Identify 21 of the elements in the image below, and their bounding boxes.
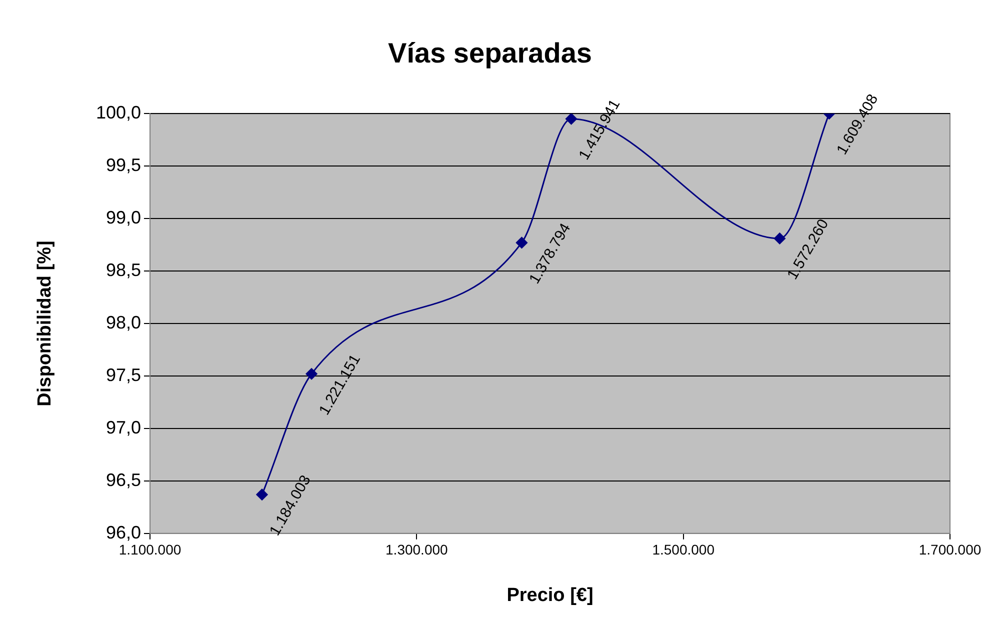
y-tick-label: 97,0 — [106, 417, 141, 438]
y-tick-label: 100,0 — [96, 102, 141, 123]
y-tick-label: 98,5 — [106, 260, 141, 280]
y-tick-label: 99,0 — [106, 208, 141, 228]
point — [256, 488, 268, 500]
point — [774, 232, 786, 244]
y-tick-label: 99,5 — [106, 155, 141, 176]
x-tick-label: 1.300.000 — [386, 542, 448, 558]
point — [566, 114, 578, 125]
x-tick-label: 1.500.000 — [652, 542, 715, 558]
y-tick-label: 98,0 — [106, 312, 141, 332]
y-tick-label: 96,5 — [106, 470, 141, 490]
chart-title: Vías separadas — [388, 38, 592, 69]
point — [516, 236, 528, 248]
point — [306, 368, 318, 380]
y-tick-label: 96,0 — [106, 522, 141, 542]
y-axis-title: Disponibilidad [%] — [34, 240, 56, 406]
x-tick-label: 1.100.000 — [118, 542, 182, 558]
x-tick-label: 1.700.000 — [918, 542, 982, 558]
y-tick-label: 97,5 — [106, 364, 141, 385]
x-axis-title: Precio [€] — [506, 584, 594, 606]
